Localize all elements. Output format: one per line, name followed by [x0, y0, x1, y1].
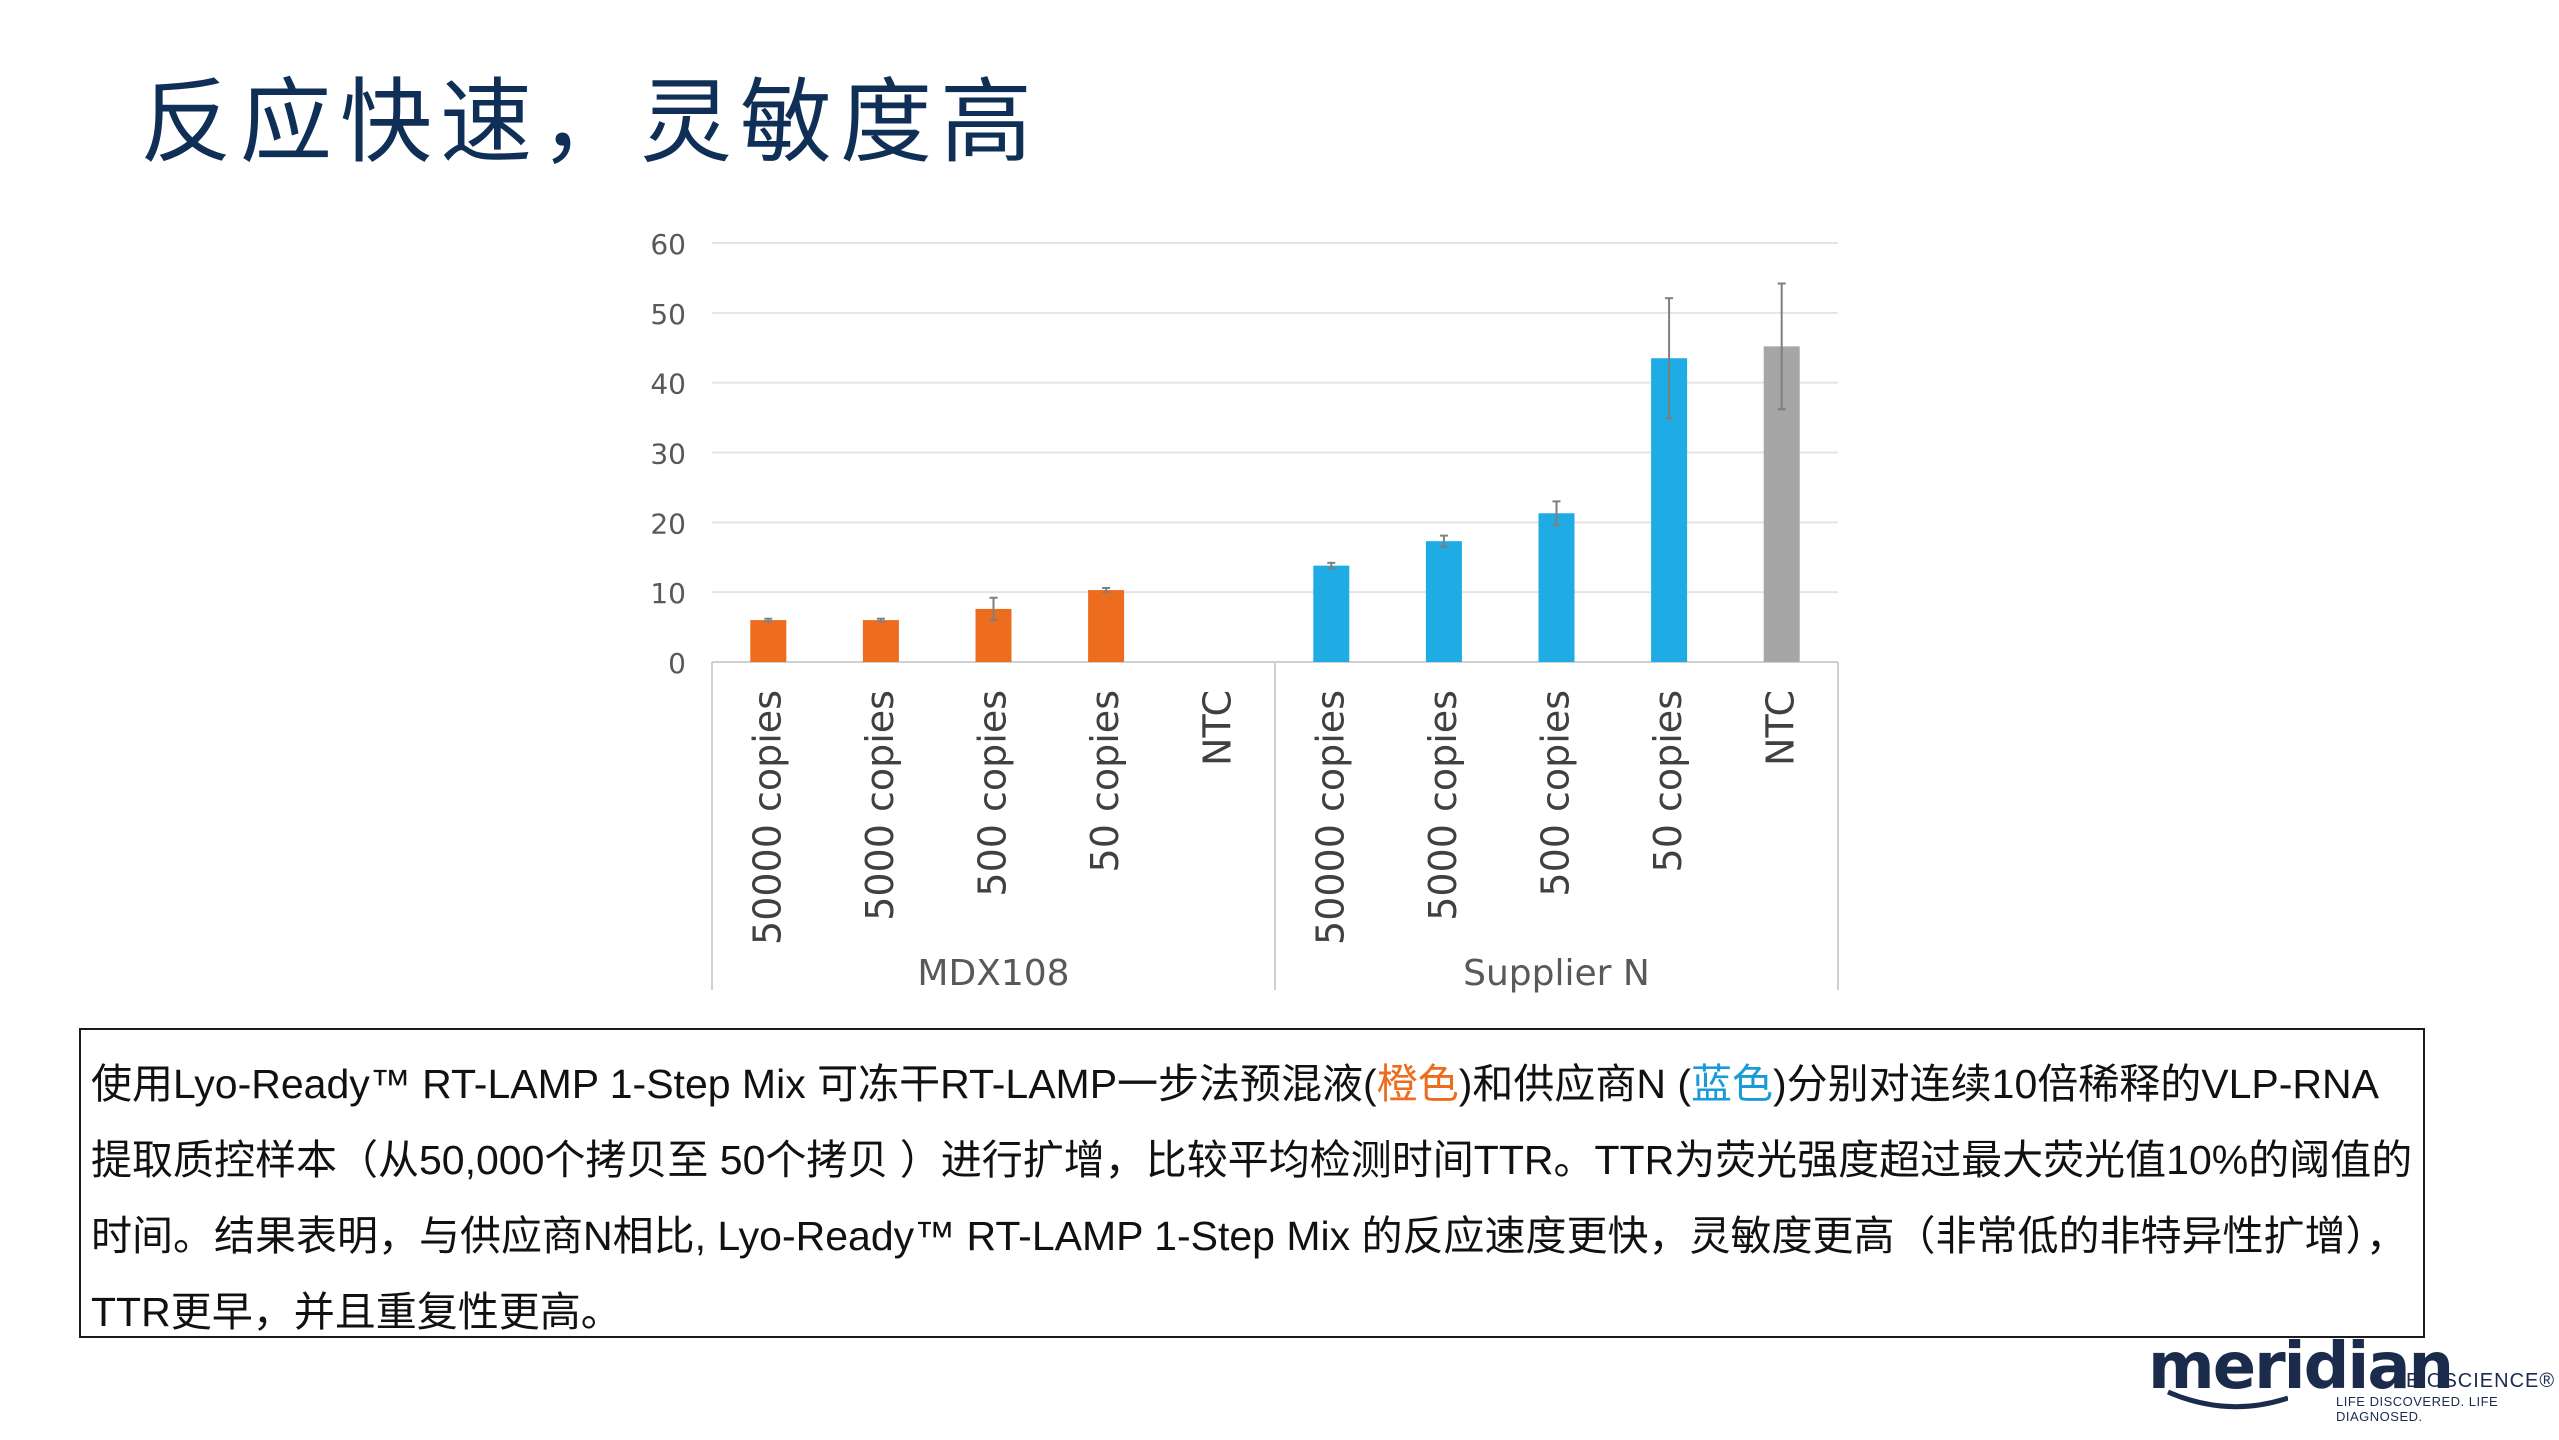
caption-part-1: 使用Lyo-Ready™ RT-LAMP 1-Step Mix 可冻干RT-LA…: [91, 1061, 1377, 1107]
description-box: 使用Lyo-Ready™ RT-LAMP 1-Step Mix 可冻干RT-LA…: [79, 1028, 2425, 1338]
caption-part-2: )和供应商N (: [1458, 1061, 1692, 1107]
x-axis-labels: 50000 copies 5000 copies 500 copies 50 copi…: [745, 690, 1802, 945]
bar: [862, 620, 899, 662]
caption-blue-word: 蓝色: [1691, 1061, 1774, 1107]
y-axis-ticks: 0 10 20 30 40 50 60: [650, 228, 686, 680]
meridian-logo: meridian BIOSCIENCE® LIFE DISCOVERED. LI…: [2148, 1330, 2554, 1424]
y-tick-label: 0: [668, 647, 686, 680]
x-tick-label: NTC: [1759, 690, 1803, 766]
logo-wordmark: meridian: [2148, 1330, 2454, 1404]
bar: [1088, 590, 1125, 662]
logo-swoosh-icon: [2167, 1389, 2288, 1410]
x-tick-label: 50000 copies: [1308, 690, 1352, 945]
x-tick-label: 500 copies: [971, 690, 1015, 897]
y-tick-label: 40: [650, 368, 686, 401]
y-tick-label: 30: [650, 438, 686, 471]
x-tick-label: 50 copies: [1083, 690, 1127, 872]
bar: [750, 620, 787, 662]
x-tick-label: 5000 copies: [1421, 690, 1465, 921]
x-tick-label: 50 copies: [1646, 690, 1690, 872]
caption-part-3: )分别对连续10倍稀释的VLP-RNA提取质控样本（从50,000个拷贝至 50…: [91, 1061, 2413, 1335]
group-label: Supplier N: [1463, 953, 1650, 994]
caption-orange-word: 橙色: [1376, 1061, 1459, 1107]
bar: [1313, 565, 1350, 662]
x-tick-label: 50000 copies: [745, 690, 789, 945]
logo-bioscience: BIOSCIENCE®: [2406, 1370, 2556, 1392]
bar: [1425, 541, 1462, 662]
chart-bars: [750, 282, 1800, 662]
group-label: MDX108: [917, 953, 1069, 994]
y-tick-label: 20: [650, 507, 686, 540]
x-tick-label: 500 copies: [1534, 690, 1578, 897]
group-axis: MDX108 Supplier N: [711, 662, 1839, 994]
x-tick-label: 5000 copies: [858, 690, 902, 921]
x-tick-label: NTC: [1196, 690, 1240, 766]
logo-tagline: LIFE DISCOVERED. LIFE DIAGNOSED.: [2336, 1394, 2499, 1424]
y-tick-label: 50: [650, 298, 686, 331]
slide-title: 反应快速，灵敏度高: [140, 69, 1041, 176]
bar: [1538, 513, 1575, 662]
y-tick-label: 10: [650, 577, 686, 610]
chart-gridlines: [712, 242, 1838, 663]
y-tick-label: 60: [650, 228, 686, 261]
